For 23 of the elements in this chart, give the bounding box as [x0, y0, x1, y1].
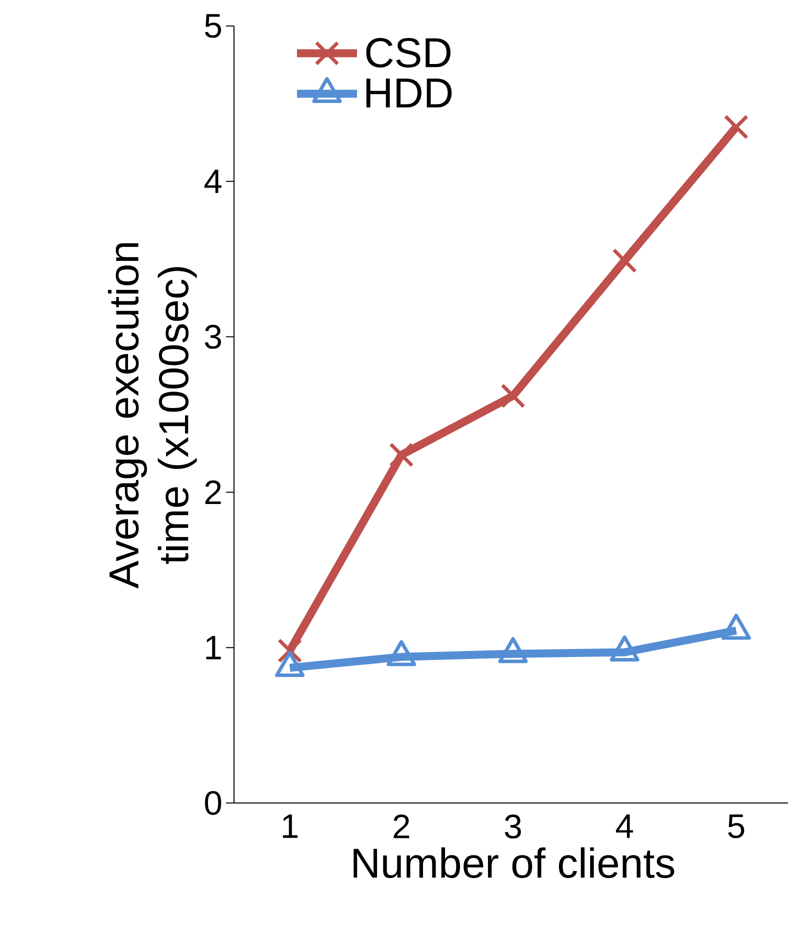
point: [386, 640, 416, 666]
point: [610, 636, 640, 662]
y-tick-label: 2: [205, 480, 221, 504]
y-tick-label: 1: [206, 636, 221, 660]
y-tick-label: 3: [204, 324, 221, 349]
y-tick-label: 5: [205, 14, 222, 38]
y-tick-label: 4: [204, 170, 222, 194]
x-tick-label: 5: [728, 814, 744, 838]
legend-label: HDD: [366, 78, 452, 108]
y-tick-label: 0: [204, 791, 222, 815]
point: [724, 114, 749, 140]
x-tick-label: 1: [282, 814, 298, 838]
x-axis-title: Number of clients: [354, 847, 674, 878]
point: [612, 248, 637, 274]
point: [721, 614, 751, 640]
point: [275, 651, 305, 678]
x-tick-label: 3: [504, 814, 521, 838]
point: [500, 383, 526, 408]
y-axis-title: Average execution time (x1000sec): [108, 243, 197, 589]
x-tick-label: 2: [394, 814, 410, 838]
x-tick-label: 4: [616, 814, 634, 838]
point: [498, 637, 528, 664]
legend-label: CSD: [366, 38, 450, 68]
